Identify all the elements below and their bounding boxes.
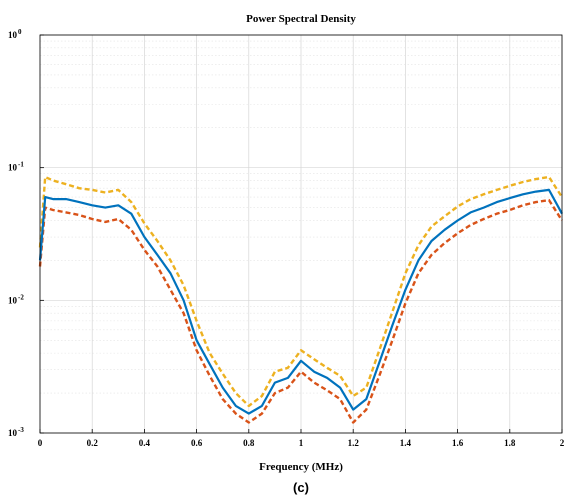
y-tick-label: 10-1 [8,161,24,173]
y-tick-exponent: -3 [18,426,24,434]
series-lines [38,175,564,424]
y-tick-label: 10-2 [8,293,24,305]
series-line-3 [38,198,564,424]
x-tick-label: 1.8 [504,438,516,448]
y-tick-exponent: 0 [18,28,22,36]
x-tick-label: 1 [299,438,304,448]
y-tick-exponent: -1 [18,161,24,169]
x-tick-label: 2 [560,438,564,448]
y-tick-label: 10-3 [8,426,24,438]
y-tick-base: 10 [8,163,18,173]
grid [39,34,563,434]
x-axis-label: Frequency (MHz) [259,461,343,473]
series-line-2 [38,188,563,415]
series-line-1 [38,175,564,408]
x-tick-label: 1.2 [348,438,360,448]
x-tick-label: 0.6 [191,438,203,448]
chart-title: Power Spectral Density [246,13,356,25]
y-tick-base: 10 [8,428,18,438]
x-tick-labels: 0 0.2 0.4 0.6 0.8 1 1.2 1.4 1.6 1.8 2 [38,429,564,448]
x-tick-label: 0 [38,438,43,448]
x-tick-label: 0.4 [139,438,151,448]
x-tick-label: 1.4 [400,438,412,448]
x-tick-label: 0.2 [87,438,99,448]
y-tick-base: 10 [8,30,18,40]
x-tick-label: 0.8 [243,438,255,448]
y-tick-base: 10 [8,295,18,305]
figure-caption: (c) [293,480,309,495]
y-tick-label: 100 [8,28,22,40]
x-tick-label: 1.6 [452,438,464,448]
y-tick-exponent: -2 [18,293,24,301]
